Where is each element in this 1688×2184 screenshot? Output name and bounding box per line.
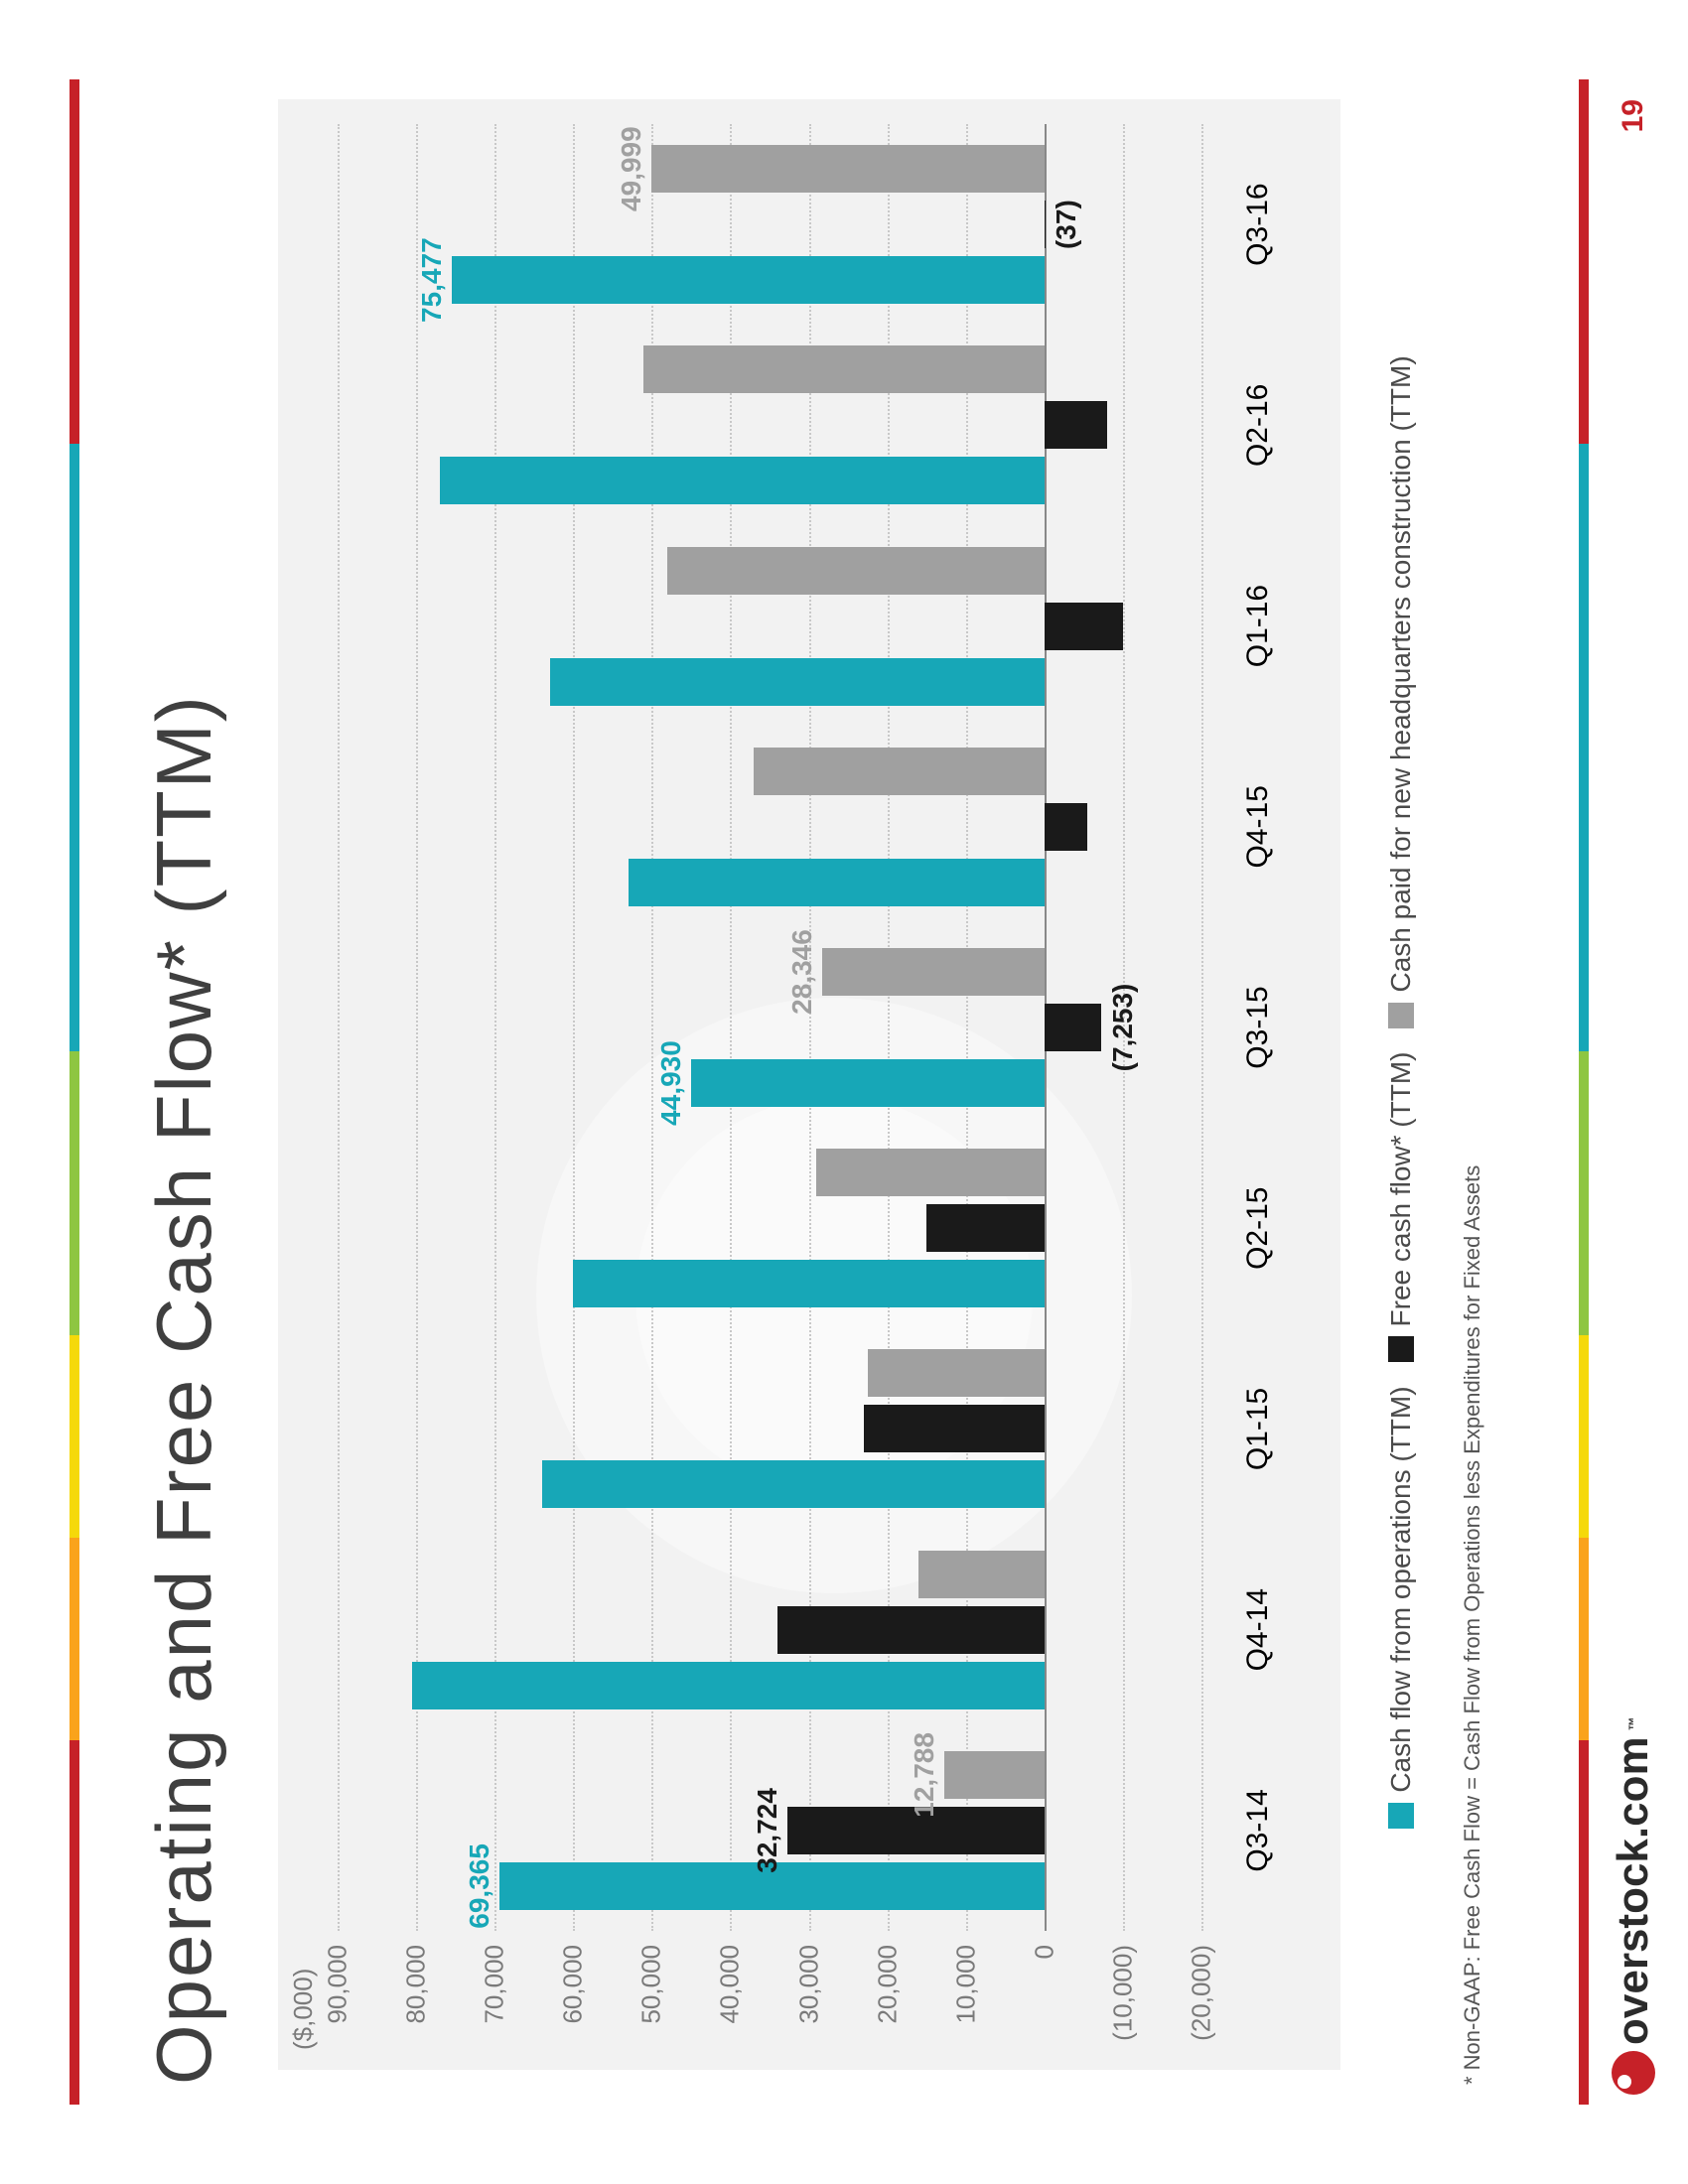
x-axis-tick-label: Q1-15 (1241, 1388, 1275, 1470)
chart-bar (643, 345, 1044, 393)
accent-segment (70, 1740, 79, 2105)
x-axis-tick-label: Q2-15 (1241, 1187, 1275, 1270)
chart-bar (651, 145, 1044, 193)
legend-label: Free cash flow* (TTM) (1385, 1052, 1417, 1327)
chart-bar (412, 1662, 1045, 1709)
chart-gridline (494, 124, 496, 1931)
y-axis-tick-label: 40,000 (715, 1945, 746, 2024)
accent-segment (1579, 1538, 1589, 1740)
y-axis-tick-label: 80,000 (401, 1945, 432, 2024)
y-axis-tick-label: 20,000 (872, 1945, 903, 2024)
chart-bar (440, 457, 1045, 504)
chart-data-label: (37) (1051, 200, 1082, 249)
accent-segment (1579, 1051, 1589, 1335)
legend-item: Cash paid for new headquarters construct… (1385, 355, 1417, 1027)
legend-label: Cash paid for new headquarters construct… (1385, 355, 1417, 992)
x-axis-tick-label: Q4-14 (1241, 1588, 1275, 1671)
y-axis-tick-label: (20,000) (1187, 1945, 1217, 2041)
accent-segment (70, 1538, 79, 1740)
chart-legend: Cash flow from operations (TTM) Free cash… (1385, 0, 1417, 2184)
chart-data-label: 32,724 (752, 1788, 783, 1873)
accent-segment (70, 79, 79, 444)
chart-data-label: 12,788 (909, 1732, 940, 1818)
accent-segment (1579, 79, 1589, 444)
legend-item: Cash flow from operations (TTM) (1385, 1386, 1417, 1828)
accent-segment (1579, 1335, 1589, 1538)
chart-gridline (651, 124, 653, 1931)
chart-bar (691, 1059, 1044, 1107)
x-axis-tick-label: Q2-16 (1241, 384, 1275, 467)
chart-bar (1045, 803, 1088, 851)
chart-bar (1045, 401, 1107, 449)
chart-bar (667, 547, 1045, 595)
chart-data-label: (7,253) (1107, 984, 1139, 1072)
bottom-accent-bar (1579, 79, 1589, 2105)
chart-plot-area: 90,00080,00070,00060,00050,00040,00030,0… (338, 124, 1201, 1931)
accent-segment (70, 1051, 79, 1335)
logo-wordmark: overstock.com (1609, 1736, 1658, 2045)
chart-data-label: 75,477 (416, 237, 448, 323)
chart-gridline (338, 124, 340, 1931)
y-axis-tick-label: 60,000 (558, 1945, 589, 2024)
chart-gridline (573, 124, 575, 1931)
y-axis-unit-label: ($,000) (288, 1969, 319, 2050)
chart-gridline (730, 124, 732, 1931)
chart-data-label: 28,346 (786, 929, 818, 1015)
footnote: * Non-GAAP: Free Cash Flow = Cash Flow f… (1460, 1165, 1485, 2085)
logo-trademark: ™ (1625, 1716, 1641, 1730)
chart-gridline (809, 124, 811, 1931)
chart-data-label: 69,365 (464, 1843, 495, 1929)
chart-bar (542, 1460, 1045, 1508)
chart-gridline (966, 124, 968, 1931)
chart-bar (1045, 1004, 1101, 1051)
chart-bar (573, 1260, 1045, 1307)
slide-title: Operating and Free Cash Flow* (TTM) (139, 694, 229, 2085)
chart-bar (926, 1204, 1045, 1252)
y-axis-tick-label: (10,000) (1107, 1945, 1138, 2041)
x-axis-tick-label: Q3-14 (1241, 1789, 1275, 1871)
chart-bar (777, 1606, 1045, 1654)
cash-flow-chart: ($,000) 90,00080,00070,00060,00050,00040… (278, 99, 1340, 2070)
chart-bar (868, 1349, 1045, 1397)
chart-data-label: 44,930 (655, 1040, 687, 1126)
y-axis-tick-label: 30,000 (793, 1945, 824, 2024)
chart-bar (918, 1551, 1045, 1598)
chart-gridline (416, 124, 418, 1931)
chart-bar (822, 948, 1045, 996)
chart-bar (1045, 603, 1123, 650)
x-axis-tick-label: Q3-15 (1241, 986, 1275, 1068)
y-axis-tick-label: 70,000 (480, 1945, 510, 2024)
chart-bar (550, 658, 1045, 706)
y-axis-tick-label: 10,000 (950, 1945, 981, 2024)
accent-segment (70, 444, 79, 1051)
chart-bar (629, 859, 1045, 906)
page-number: 19 (1617, 99, 1650, 132)
chart-bar (754, 748, 1045, 795)
logo-mark-icon (1612, 2051, 1655, 2095)
top-accent-bar (70, 79, 79, 2105)
chart-data-label: 49,999 (616, 126, 647, 211)
accent-segment (70, 1335, 79, 1538)
accent-segment (1579, 444, 1589, 1051)
chart-bar (452, 256, 1045, 304)
slide: Operating and Free Cash Flow* (TTM) ($,0… (0, 0, 1688, 2184)
accent-segment (1579, 1740, 1589, 2105)
chart-bar (816, 1149, 1044, 1196)
legend-swatch-icon (1388, 1003, 1414, 1028)
legend-swatch-icon (1388, 1803, 1414, 1829)
overstock-logo: overstock.com ™ (1609, 1716, 1658, 2095)
y-axis-tick-label: 0 (1029, 1945, 1059, 1959)
legend-label: Cash flow from operations (TTM) (1385, 1386, 1417, 1792)
y-axis-tick-label: 50,000 (636, 1945, 667, 2024)
chart-bar (864, 1405, 1045, 1452)
legend-swatch-icon (1388, 1336, 1414, 1362)
legend-item: Free cash flow* (TTM) (1385, 1052, 1417, 1363)
chart-gridline (888, 124, 890, 1931)
y-axis-tick-label: 90,000 (323, 1945, 353, 2024)
x-axis-tick-label: Q3-16 (1241, 183, 1275, 265)
chart-bar (944, 1751, 1045, 1799)
x-axis-tick-label: Q1-16 (1241, 585, 1275, 667)
chart-gridline (1201, 124, 1203, 1931)
x-axis-tick-label: Q4-15 (1241, 785, 1275, 868)
